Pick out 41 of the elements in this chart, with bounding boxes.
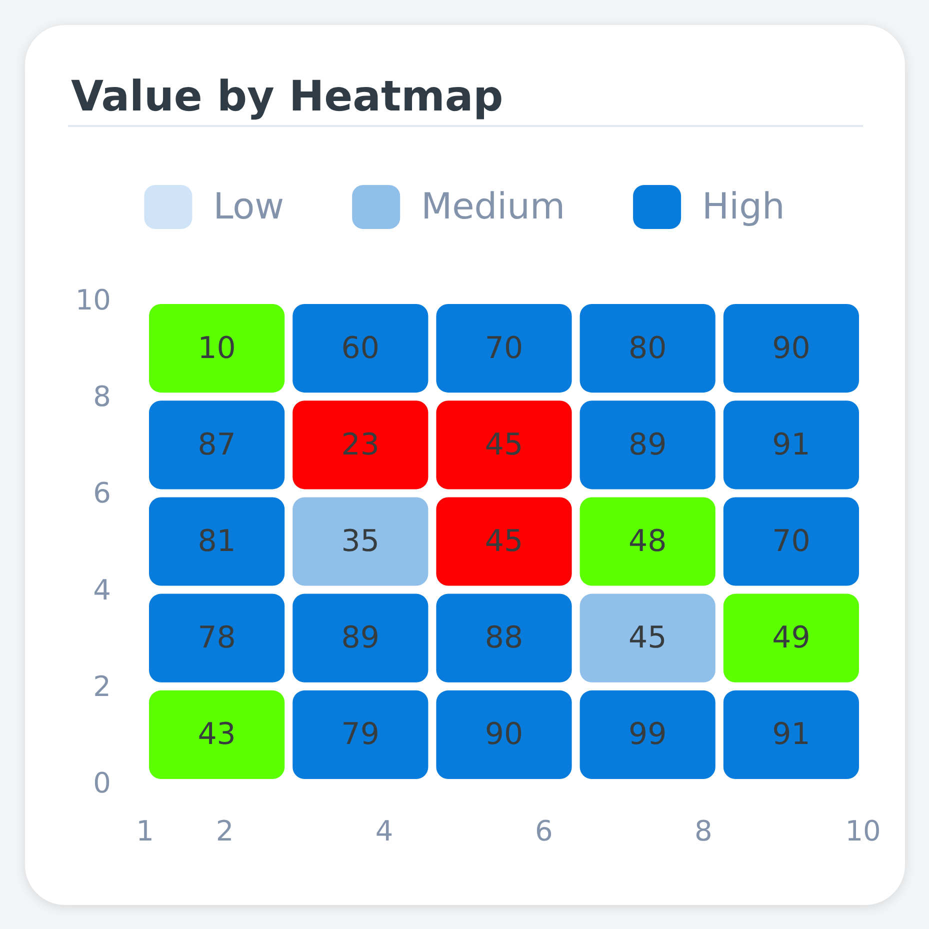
data-label: 89: [341, 620, 380, 656]
x-tick-label: 10: [845, 814, 881, 848]
data-label: 23: [341, 427, 380, 462]
data-label: 91: [772, 717, 810, 752]
y-tick-label: 4: [93, 573, 111, 606]
data-label: 60: [341, 330, 380, 366]
data-label: 45: [628, 620, 667, 656]
data-label: 87: [198, 427, 236, 462]
data-label: 90: [484, 717, 524, 752]
data-label: 70: [772, 524, 810, 559]
data-label: 45: [484, 427, 524, 462]
data-label: 35: [341, 524, 380, 559]
legend-label: Medium: [421, 186, 566, 228]
data-label: 43: [198, 717, 236, 752]
data-label: 81: [198, 524, 236, 559]
x-tick-label: 8: [694, 814, 712, 848]
data-label: 99: [628, 717, 667, 752]
y-tick-label: 10: [75, 284, 111, 316]
data-label: 78: [198, 620, 236, 656]
y-tick-label: 0: [93, 766, 111, 800]
data-label: 91: [772, 427, 810, 462]
chart-title: Value by Heatmap: [71, 72, 504, 120]
data-label: 90: [772, 330, 810, 366]
x-tick-label: 4: [375, 814, 394, 848]
data-label: 10: [198, 330, 236, 366]
data-label: 70: [484, 330, 524, 366]
y-tick-label: 6: [93, 476, 111, 510]
data-label: 45: [484, 524, 524, 559]
x-tick-label: 6: [534, 814, 553, 848]
legend-label: High: [702, 186, 785, 228]
data-label: 48: [628, 524, 667, 559]
legend-label: Low: [213, 186, 284, 228]
y-tick-label: 2: [93, 670, 111, 703]
x-tick-label: 1: [136, 814, 154, 848]
data-label: 88: [484, 620, 524, 656]
x-tick-label: 2: [216, 814, 234, 848]
data-label: 49: [772, 620, 810, 656]
y-tick-label: 8: [93, 380, 111, 414]
data-label: 89: [628, 427, 667, 462]
data-label: 80: [628, 330, 667, 366]
data-label: 79: [341, 717, 380, 752]
